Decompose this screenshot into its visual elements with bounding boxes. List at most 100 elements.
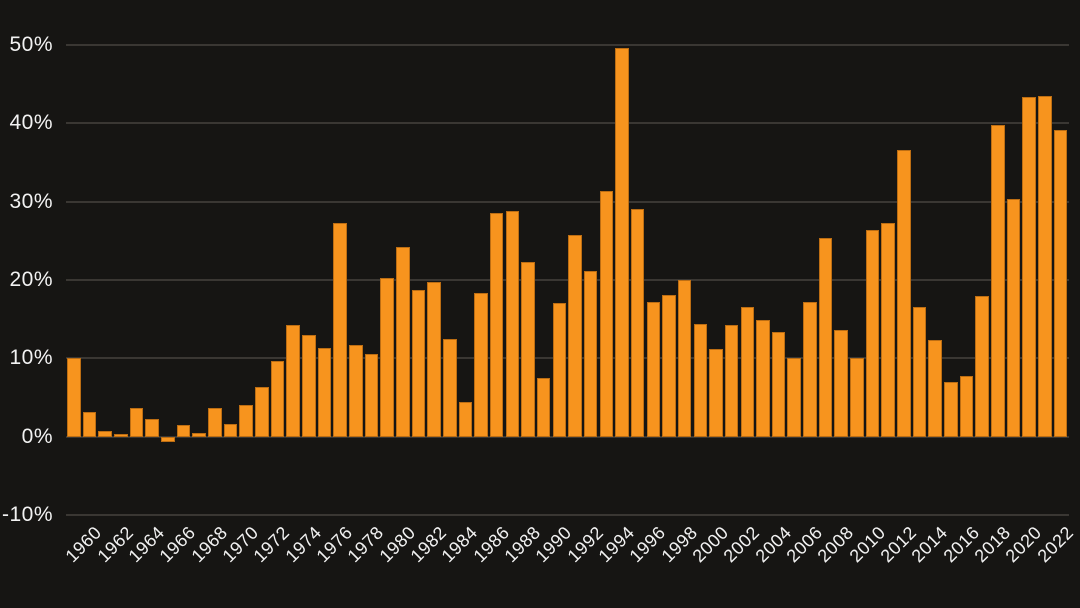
bar-1971 — [254, 387, 269, 437]
bar-2008 — [834, 330, 849, 437]
bar-2017 — [975, 296, 990, 437]
bar-1993 — [599, 190, 614, 437]
gridline-40 — [66, 122, 1069, 125]
bar-2010 — [865, 229, 880, 437]
bar-1967 — [192, 432, 206, 437]
x-axis-label-1984: 1984 — [437, 522, 482, 567]
bar-2014 — [928, 340, 943, 437]
bar-2018 — [991, 124, 1005, 437]
bar-1978 — [364, 353, 379, 437]
x-axis-label-2004: 2004 — [751, 522, 796, 567]
bar-1976 — [333, 222, 347, 437]
bar-2011 — [881, 222, 896, 437]
bar-2006 — [803, 301, 817, 437]
bar-2003 — [756, 319, 770, 437]
x-axis-label-2016: 2016 — [939, 522, 984, 567]
y-axis-label-10: 10% — [9, 346, 53, 370]
bar-1969 — [223, 424, 238, 437]
gridline-10 — [66, 357, 1069, 360]
bar-1990 — [552, 302, 567, 437]
y-axis-label-50: 50% — [9, 32, 53, 56]
y-axis-label-0: 0% — [21, 424, 53, 448]
bar-1972 — [270, 360, 285, 437]
x-axis-label-2000: 2000 — [688, 522, 733, 567]
bar-2015 — [944, 381, 958, 437]
gridline-20 — [66, 279, 1069, 281]
bar-2007 — [818, 237, 833, 437]
bar-1989 — [536, 377, 551, 437]
bar-1961 — [98, 431, 112, 437]
bar-1982 — [427, 282, 441, 437]
bar-1974 — [301, 334, 316, 437]
x-axis-label-1962: 1962 — [93, 522, 138, 567]
bar-2020 — [1022, 96, 1037, 437]
bar-1960 — [82, 412, 97, 437]
bar-2000 — [709, 348, 723, 437]
y-axis-label--10: -10% — [1, 503, 53, 527]
bar-1994 — [615, 48, 629, 437]
bar-1981 — [411, 290, 426, 437]
gridline-30 — [66, 200, 1069, 203]
bar-2004 — [771, 331, 786, 437]
bar-1997 — [662, 294, 676, 437]
bar-2019 — [1006, 198, 1021, 437]
x-axis-label-2022: 2022 — [1033, 522, 1077, 567]
bar-1965 — [160, 436, 175, 443]
bar-2005 — [787, 358, 802, 437]
x-axis-label-2020: 2020 — [1001, 522, 1046, 567]
gridline-50 — [66, 43, 1069, 46]
y-axis-label-20: 20% — [9, 268, 53, 291]
y-axis-label-40: 40% — [9, 111, 53, 135]
bar-1962 — [113, 433, 128, 437]
gridline-0 — [66, 435, 1069, 438]
x-axis-label-2014: 2014 — [907, 522, 952, 567]
bar-1992 — [583, 270, 598, 437]
x-axis-label-1992: 1992 — [563, 522, 608, 567]
bar-2009 — [850, 357, 864, 437]
bar-1986 — [489, 212, 504, 437]
x-axis-label-1998: 1998 — [657, 522, 702, 567]
x-axis-label-2008: 2008 — [813, 522, 858, 567]
x-axis-label-1988: 1988 — [500, 522, 545, 567]
bar-1964 — [145, 419, 159, 437]
bar-1998 — [677, 280, 692, 437]
bar-2002 — [740, 307, 755, 437]
bar-1987 — [505, 211, 520, 437]
bar-1988 — [521, 261, 535, 437]
bar-1985 — [474, 293, 488, 437]
x-axis-label-2006: 2006 — [782, 522, 827, 567]
bar-1984 — [458, 402, 473, 437]
x-axis-label-2012: 2012 — [876, 522, 921, 567]
bar-2012 — [897, 149, 911, 437]
bar-1959 — [67, 358, 81, 437]
bar-1979 — [380, 277, 394, 437]
bar-1966 — [176, 424, 191, 437]
bar-1968 — [207, 408, 222, 437]
bar-2021 — [1038, 95, 1052, 437]
x-axis-label-1974: 1974 — [281, 522, 326, 567]
gridline--10 — [66, 514, 1069, 517]
bar-1983 — [442, 338, 457, 437]
bar-1977 — [348, 345, 363, 437]
bar-1980 — [395, 247, 410, 437]
x-axis-label-1980: 1980 — [375, 522, 420, 567]
x-axis-label-1978: 1978 — [343, 522, 388, 567]
x-axis-label-2018: 2018 — [970, 522, 1015, 567]
bar-1973 — [286, 325, 300, 437]
bar-1996 — [646, 301, 661, 437]
bar-2013 — [912, 307, 927, 437]
x-axis-label-1968: 1968 — [187, 522, 232, 567]
bar-1975 — [317, 348, 332, 437]
x-axis-label-2010: 2010 — [845, 522, 890, 567]
x-axis-label-1996: 1996 — [625, 522, 670, 567]
y-axis-label-30: 30% — [9, 189, 53, 213]
bar-2016 — [959, 375, 974, 437]
bar-1995 — [630, 209, 645, 437]
x-axis-label-1994: 1994 — [594, 522, 639, 567]
x-axis-label-2002: 2002 — [719, 522, 764, 567]
x-axis-label-1990: 1990 — [531, 522, 576, 567]
x-axis-label-1960: 1960 — [62, 522, 106, 567]
bar-1970 — [239, 405, 253, 437]
bar-1991 — [568, 234, 582, 437]
